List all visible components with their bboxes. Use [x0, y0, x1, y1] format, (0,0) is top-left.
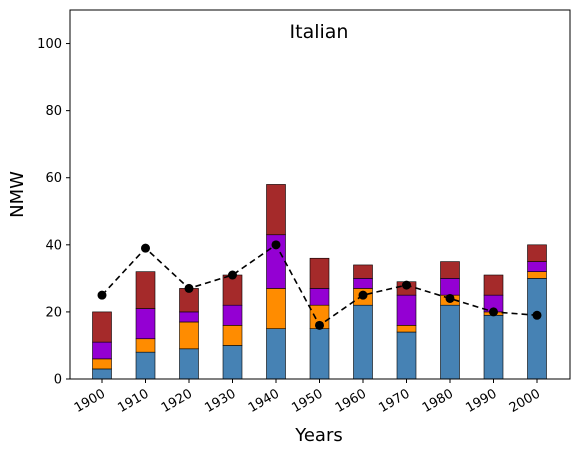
bar-segment-2000-1: [527, 278, 547, 380]
bar-segment-1970-3: [396, 294, 417, 326]
bar-segment-1900-3: [92, 341, 112, 360]
bar-segment-1980-3: [440, 278, 460, 296]
bar-segment-1920-1: [179, 348, 199, 380]
bar-segment-1940-4: [266, 184, 286, 236]
y-tick-label-80: 80: [45, 104, 62, 119]
bar-segment-2000-2: [527, 271, 547, 279]
bar-segment-1960-4: [353, 264, 373, 279]
x-axis: 1900 1910 1920 1930 1940 1950 1960 1970 1980 1990…: [72, 379, 543, 416]
trend-point-1970: [402, 280, 411, 290]
bar-segment-1920-2: [179, 321, 199, 350]
bar-group: [92, 184, 547, 380]
x-tick-label-1940: 1940: [246, 386, 282, 416]
bar-segment-1980-4: [440, 261, 460, 279]
x-tick-label-1900: 1900: [72, 386, 108, 416]
x-tick-label-1910: 1910: [115, 386, 151, 416]
x-tick-label-1970: 1970: [376, 386, 412, 416]
bar-segment-1910-4: [135, 271, 156, 309]
trend-point-1980: [445, 293, 455, 303]
x-tick-label-2000: 2000: [507, 386, 543, 416]
bar-segment-1930-1: [222, 345, 243, 380]
y-tick-label-0: 0: [54, 373, 62, 388]
bar-segment-1930-2: [222, 325, 243, 346]
bar-segment-1940-1: [266, 328, 286, 380]
trend-point-1930: [228, 270, 237, 280]
x-tick-label-1930: 1930: [202, 386, 238, 416]
x-axis-label: Years: [294, 425, 343, 446]
bar-segment-1990-4: [483, 274, 504, 296]
y-tick-label-60: 60: [45, 171, 62, 186]
trend-point-1960: [358, 290, 368, 300]
bar-segment-1900-4: [92, 311, 112, 343]
bar-segment-1950-1: [309, 328, 330, 380]
trend-point-1950: [315, 320, 324, 330]
trend-point-1920: [184, 283, 194, 293]
trend-line-layer: [97, 240, 542, 330]
bar-segment-1900-1: [92, 368, 112, 380]
trend-point-1990: [489, 307, 498, 317]
trend-point-1910: [141, 243, 150, 253]
bar-segment-1920-3: [179, 311, 199, 323]
bar-segment-2000-4: [527, 244, 547, 262]
bar-segment-1950-3: [309, 288, 330, 306]
y-tick-label-20: 20: [45, 305, 62, 320]
bar-segment-1980-1: [440, 304, 460, 380]
bar-segment-1970-2: [396, 325, 417, 333]
y-tick-label-100: 100: [37, 37, 62, 52]
trend-point-1900: [97, 290, 107, 300]
chart-title: Italian: [290, 21, 349, 43]
y-axis-label: NMW: [7, 171, 28, 218]
bar-segment-1950-4: [309, 257, 330, 289]
bar-segment-1930-3: [222, 304, 243, 326]
bar-segment-1960-1: [353, 304, 373, 380]
bar-segment-1910-3: [135, 308, 156, 340]
bar-segment-1940-2: [266, 288, 286, 329]
trend-point-2000: [532, 310, 542, 320]
x-tick-label-1990: 1990: [463, 386, 499, 416]
bar-segment-1900-2: [92, 358, 112, 370]
x-tick-label-1960: 1960: [333, 386, 369, 416]
bar-segment-1990-1: [483, 314, 504, 380]
trend-point-1940: [271, 240, 281, 250]
x-tick-label-1950: 1950: [289, 386, 325, 416]
x-tick-label-1920: 1920: [159, 386, 195, 416]
bar-segment-1930-4: [222, 274, 243, 306]
bar-segment-1910-1: [135, 351, 156, 380]
y-axis: 0 20 40 60 80 100: [37, 37, 70, 388]
bar-segment-1910-2: [135, 338, 156, 353]
bar-segment-1970-1: [396, 331, 417, 380]
bar-segment-2000-3: [527, 261, 547, 272]
y-tick-label-40: 40: [45, 238, 62, 253]
bar-segment-1960-3: [353, 278, 373, 289]
x-tick-label-1980: 1980: [420, 386, 456, 416]
